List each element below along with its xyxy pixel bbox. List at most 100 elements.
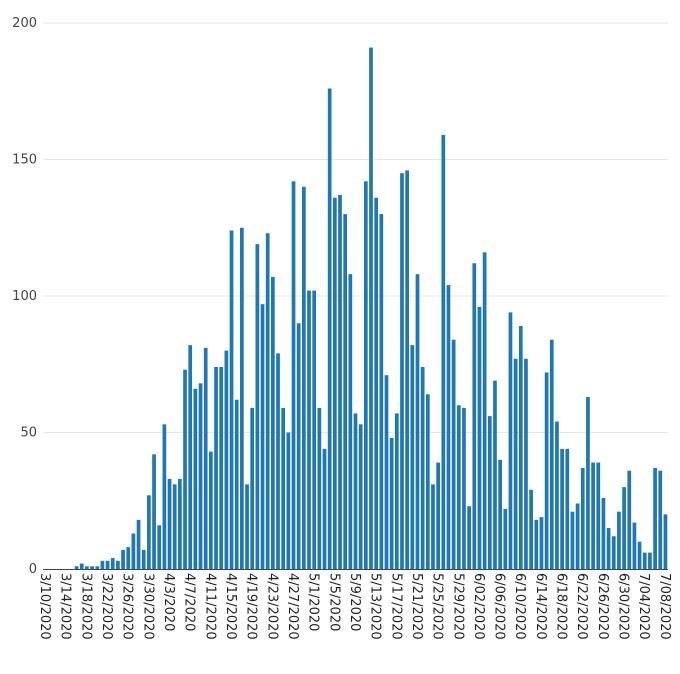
x-tick-label: 3/26/2020 [120, 573, 135, 640]
bar [286, 432, 291, 569]
bar [394, 413, 399, 569]
x-tick-label: 6/06/2020 [492, 573, 507, 640]
bar [348, 274, 353, 569]
bar [276, 353, 280, 569]
bar [596, 462, 601, 569]
x-tick-label: 5/5/2020 [326, 573, 341, 631]
x-tick-label: 3/30/2020 [140, 573, 155, 640]
x-tick-label: 4/19/2020 [244, 573, 259, 640]
bar [270, 276, 275, 569]
x-tick-label: 6/02/2020 [471, 573, 486, 640]
bar [79, 563, 84, 569]
bar [627, 470, 632, 569]
bar [116, 560, 120, 569]
bar [301, 186, 306, 570]
bar [606, 528, 611, 569]
bar [487, 416, 492, 569]
y-axis-tick-labels: 0 50 100 150 200 [12, 16, 37, 577]
bar [167, 478, 172, 569]
bar [493, 380, 497, 569]
bar [240, 227, 244, 569]
bar [312, 290, 317, 569]
bar [338, 194, 342, 570]
bar [642, 552, 647, 569]
bar [498, 459, 502, 569]
x-tick-label: 7/04/2020 [636, 573, 651, 640]
bar [456, 405, 461, 569]
bar [529, 489, 533, 569]
bar [250, 407, 255, 569]
bar [229, 230, 234, 570]
bar [245, 484, 249, 569]
bar [105, 560, 110, 569]
bar [431, 484, 435, 569]
bar [110, 558, 115, 569]
bar [534, 519, 539, 569]
x-tick-label: 6/14/2020 [533, 573, 548, 640]
bars [74, 47, 668, 570]
x-axis-tick-labels: 3/10/2020 3/14/2020 3/18/2020 3/22/2020 3/26… [37, 573, 672, 640]
x-tick-label: 5/9/2020 [347, 573, 362, 631]
bar [549, 339, 554, 569]
bar [653, 467, 657, 569]
bar [658, 470, 663, 569]
bar [622, 487, 626, 569]
bar [121, 549, 125, 569]
bar [198, 383, 203, 569]
bar [265, 233, 270, 569]
bar [203, 347, 208, 569]
bar [317, 407, 322, 569]
bar [332, 197, 337, 569]
bar [477, 306, 482, 569]
bar [467, 506, 471, 569]
bar [415, 274, 420, 569]
y-tick-label: 100 [12, 289, 37, 304]
x-tick-label: 6/30/2020 [616, 573, 631, 640]
bar [524, 358, 528, 569]
bar [296, 323, 301, 569]
x-tick-label: 6/10/2020 [512, 573, 527, 640]
bar [405, 170, 410, 570]
bar [601, 498, 606, 569]
y-tick-label: 150 [12, 153, 37, 168]
bar [291, 181, 296, 569]
x-tick-label: 5/13/2020 [368, 573, 383, 640]
bar [400, 173, 404, 569]
bar [214, 366, 218, 569]
bar [183, 369, 187, 569]
bar [591, 462, 595, 569]
bar [555, 421, 559, 569]
bar [389, 437, 394, 569]
bar [575, 503, 580, 569]
bar [219, 366, 224, 569]
bar [353, 413, 358, 569]
bar [281, 407, 286, 569]
bar [436, 462, 441, 569]
x-tick-label: 4/7/2020 [182, 573, 197, 631]
x-tick-label: 4/11/2020 [202, 573, 217, 640]
bar [580, 467, 585, 569]
bar [374, 197, 379, 569]
bar [420, 366, 425, 569]
bar [172, 484, 177, 569]
bar [85, 566, 89, 569]
bar [451, 339, 456, 569]
x-tick-label: 3/22/2020 [99, 573, 114, 640]
bar [663, 514, 668, 569]
bar [234, 399, 239, 569]
bar [193, 388, 198, 569]
bar [513, 358, 518, 569]
bar [518, 326, 523, 569]
x-tick-label: 4/15/2020 [223, 573, 238, 640]
bar [307, 290, 311, 569]
y-tick-label: 50 [20, 426, 37, 441]
bar [152, 454, 156, 569]
bar [126, 547, 131, 569]
bar [617, 511, 621, 569]
bar [632, 522, 637, 569]
x-tick-label: 5/21/2020 [409, 573, 424, 640]
bar [410, 345, 415, 569]
bar [224, 350, 229, 569]
bar [637, 541, 642, 569]
bar [255, 244, 260, 569]
